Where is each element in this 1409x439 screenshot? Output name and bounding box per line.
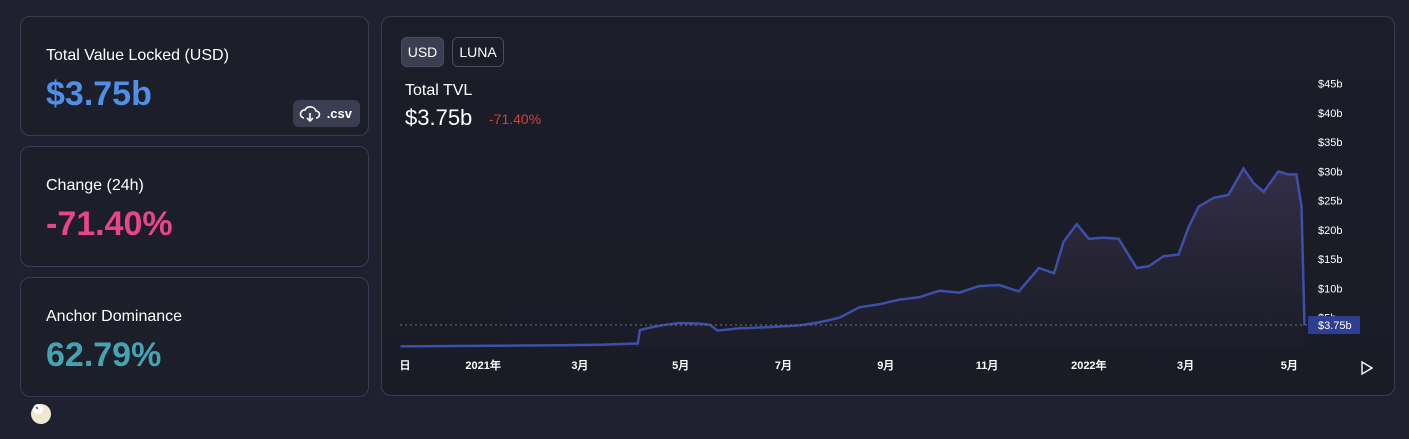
card-value: $3.75b xyxy=(46,75,152,113)
card-value: 62.79% xyxy=(46,336,162,374)
csv-button[interactable]: .csv xyxy=(293,100,360,127)
mascot-icon xyxy=(31,404,51,424)
chart-panel xyxy=(381,16,1395,396)
tvl-card: Total Value Locked (USD) $3.75b xyxy=(20,16,369,136)
card-value: -71.40% xyxy=(46,205,173,243)
csv-label: .csv xyxy=(326,106,352,121)
dominance-card: Anchor Dominance 62.79% xyxy=(20,277,369,397)
card-title: Total Value Locked (USD) xyxy=(46,47,229,64)
card-title: Change (24h) xyxy=(46,177,144,194)
card-title: Anchor Dominance xyxy=(46,308,183,325)
toggle-usd[interactable]: USD xyxy=(401,37,444,67)
download-icon xyxy=(299,106,321,123)
toggle-luna[interactable]: LUNA xyxy=(452,37,504,67)
change-card: Change (24h) -71.40% xyxy=(20,146,369,267)
